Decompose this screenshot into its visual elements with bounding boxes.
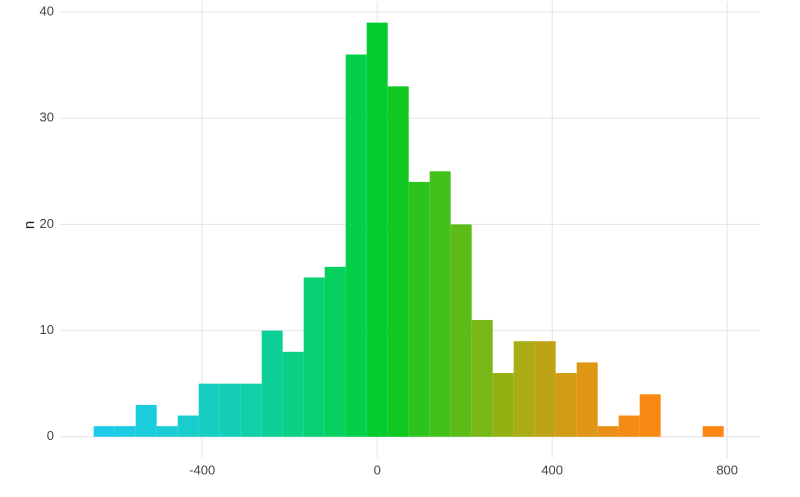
bar <box>261 330 283 437</box>
x-tick-label: 400 <box>541 462 563 477</box>
y-tick-label: 0 <box>47 428 54 443</box>
bar <box>366 22 388 437</box>
bar <box>450 224 472 437</box>
y-tick-label: 10 <box>40 322 54 337</box>
bar <box>702 426 724 437</box>
bar <box>282 351 304 437</box>
bar <box>303 277 325 437</box>
bar <box>156 426 178 437</box>
bar <box>597 426 619 437</box>
bar <box>492 373 514 437</box>
y-axis-label: n <box>21 221 38 229</box>
bar <box>345 54 367 437</box>
bar <box>555 373 577 437</box>
bar <box>513 341 535 437</box>
bar <box>534 341 556 437</box>
bar <box>114 426 136 437</box>
x-tick-label: 0 <box>374 462 381 477</box>
bar <box>177 415 199 437</box>
bar <box>93 426 115 437</box>
y-tick-label: 30 <box>40 110 54 125</box>
bar <box>618 415 640 437</box>
x-tick-label: 800 <box>716 462 738 477</box>
bar <box>198 383 220 437</box>
bar <box>219 383 241 437</box>
bar <box>387 86 409 437</box>
bar <box>240 383 262 437</box>
bar <box>471 319 493 437</box>
bar <box>429 171 451 437</box>
y-tick-label: 40 <box>40 3 54 18</box>
bar <box>135 404 157 437</box>
bar <box>639 394 661 437</box>
bar <box>324 266 346 437</box>
bar <box>576 362 598 437</box>
x-tick-label: -400 <box>189 462 215 477</box>
bar <box>408 181 430 437</box>
y-tick-label: 20 <box>40 216 54 231</box>
